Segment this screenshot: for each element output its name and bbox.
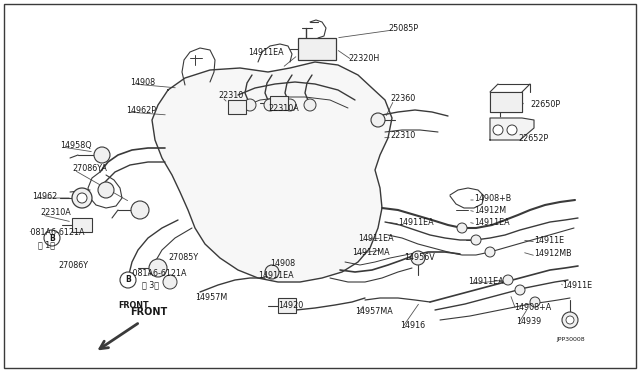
Circle shape: [562, 312, 578, 328]
Text: 14962P: 14962P: [126, 106, 156, 115]
Text: 22650P: 22650P: [530, 99, 560, 109]
Circle shape: [163, 275, 177, 289]
Text: 22310: 22310: [390, 131, 415, 140]
Circle shape: [304, 99, 316, 111]
Circle shape: [244, 99, 256, 111]
Bar: [228, 100, 246, 114]
Text: 25085P: 25085P: [388, 23, 418, 32]
Text: ·081A6-6121A: ·081A6-6121A: [28, 228, 84, 237]
Text: 14957M: 14957M: [195, 294, 227, 302]
Circle shape: [566, 316, 574, 324]
Circle shape: [131, 201, 149, 219]
Text: 14916: 14916: [400, 321, 425, 330]
Text: 14962: 14962: [32, 192, 57, 201]
Text: 14908: 14908: [270, 260, 295, 269]
Text: 14908+B: 14908+B: [474, 193, 511, 202]
Circle shape: [120, 272, 136, 288]
Text: 22320H: 22320H: [348, 54, 380, 62]
Text: 14908: 14908: [130, 77, 155, 87]
Text: 14911E: 14911E: [534, 235, 564, 244]
Circle shape: [149, 259, 167, 277]
Text: FRONT: FRONT: [118, 301, 148, 311]
Text: 22652P: 22652P: [518, 134, 548, 142]
Text: 14911EA: 14911EA: [258, 272, 294, 280]
Text: JPP30008: JPP30008: [556, 337, 584, 343]
Text: 14911E: 14911E: [562, 280, 592, 289]
Text: ·081A6-6121A: ·081A6-6121A: [130, 269, 186, 279]
Circle shape: [515, 285, 525, 295]
Text: 14911EA: 14911EA: [398, 218, 434, 227]
Text: B: B: [49, 234, 55, 243]
Circle shape: [94, 147, 110, 163]
Text: B: B: [125, 276, 131, 285]
Text: 〈 3〉: 〈 3〉: [142, 280, 159, 289]
Polygon shape: [152, 62, 392, 282]
Circle shape: [98, 182, 114, 198]
Text: 22310A: 22310A: [268, 103, 299, 112]
Circle shape: [530, 297, 540, 307]
Text: 27085Y: 27085Y: [168, 253, 198, 263]
Text: 14912MA: 14912MA: [352, 247, 390, 257]
Circle shape: [485, 247, 495, 257]
Circle shape: [503, 275, 513, 285]
Circle shape: [411, 251, 425, 265]
Circle shape: [457, 223, 467, 233]
Circle shape: [284, 99, 296, 111]
Circle shape: [265, 265, 279, 279]
Circle shape: [77, 193, 87, 203]
Bar: [72, 218, 92, 232]
Text: 14957MA: 14957MA: [355, 308, 393, 317]
Text: 22310: 22310: [218, 90, 243, 99]
Circle shape: [471, 235, 481, 245]
Text: 14911EA: 14911EA: [474, 218, 509, 227]
Text: 14911EA: 14911EA: [248, 48, 284, 57]
Text: FRONT: FRONT: [130, 307, 167, 317]
Circle shape: [44, 230, 60, 246]
Text: 14956V: 14956V: [404, 253, 435, 263]
Text: 14911EA: 14911EA: [468, 278, 504, 286]
Circle shape: [264, 99, 276, 111]
Text: 27086YA: 27086YA: [72, 164, 107, 173]
Text: 14911EA: 14911EA: [358, 234, 394, 243]
Circle shape: [371, 113, 385, 127]
Text: 22310A: 22310A: [40, 208, 71, 217]
Text: 14912MB: 14912MB: [534, 250, 572, 259]
Circle shape: [493, 125, 503, 135]
Text: 14912M: 14912M: [474, 205, 506, 215]
Text: 27086Y: 27086Y: [58, 260, 88, 269]
Bar: [298, 38, 336, 60]
Bar: [270, 96, 288, 110]
Circle shape: [72, 188, 92, 208]
Text: 14939: 14939: [516, 317, 541, 327]
Text: 14908+A: 14908+A: [514, 304, 551, 312]
Text: 〈 1〉: 〈 1〉: [38, 241, 55, 250]
Text: 14958Q: 14958Q: [60, 141, 92, 150]
Bar: [490, 92, 522, 112]
Bar: [278, 298, 296, 313]
Text: 14920: 14920: [278, 301, 303, 311]
Text: 22360: 22360: [390, 93, 415, 103]
Circle shape: [507, 125, 517, 135]
Polygon shape: [490, 118, 534, 140]
